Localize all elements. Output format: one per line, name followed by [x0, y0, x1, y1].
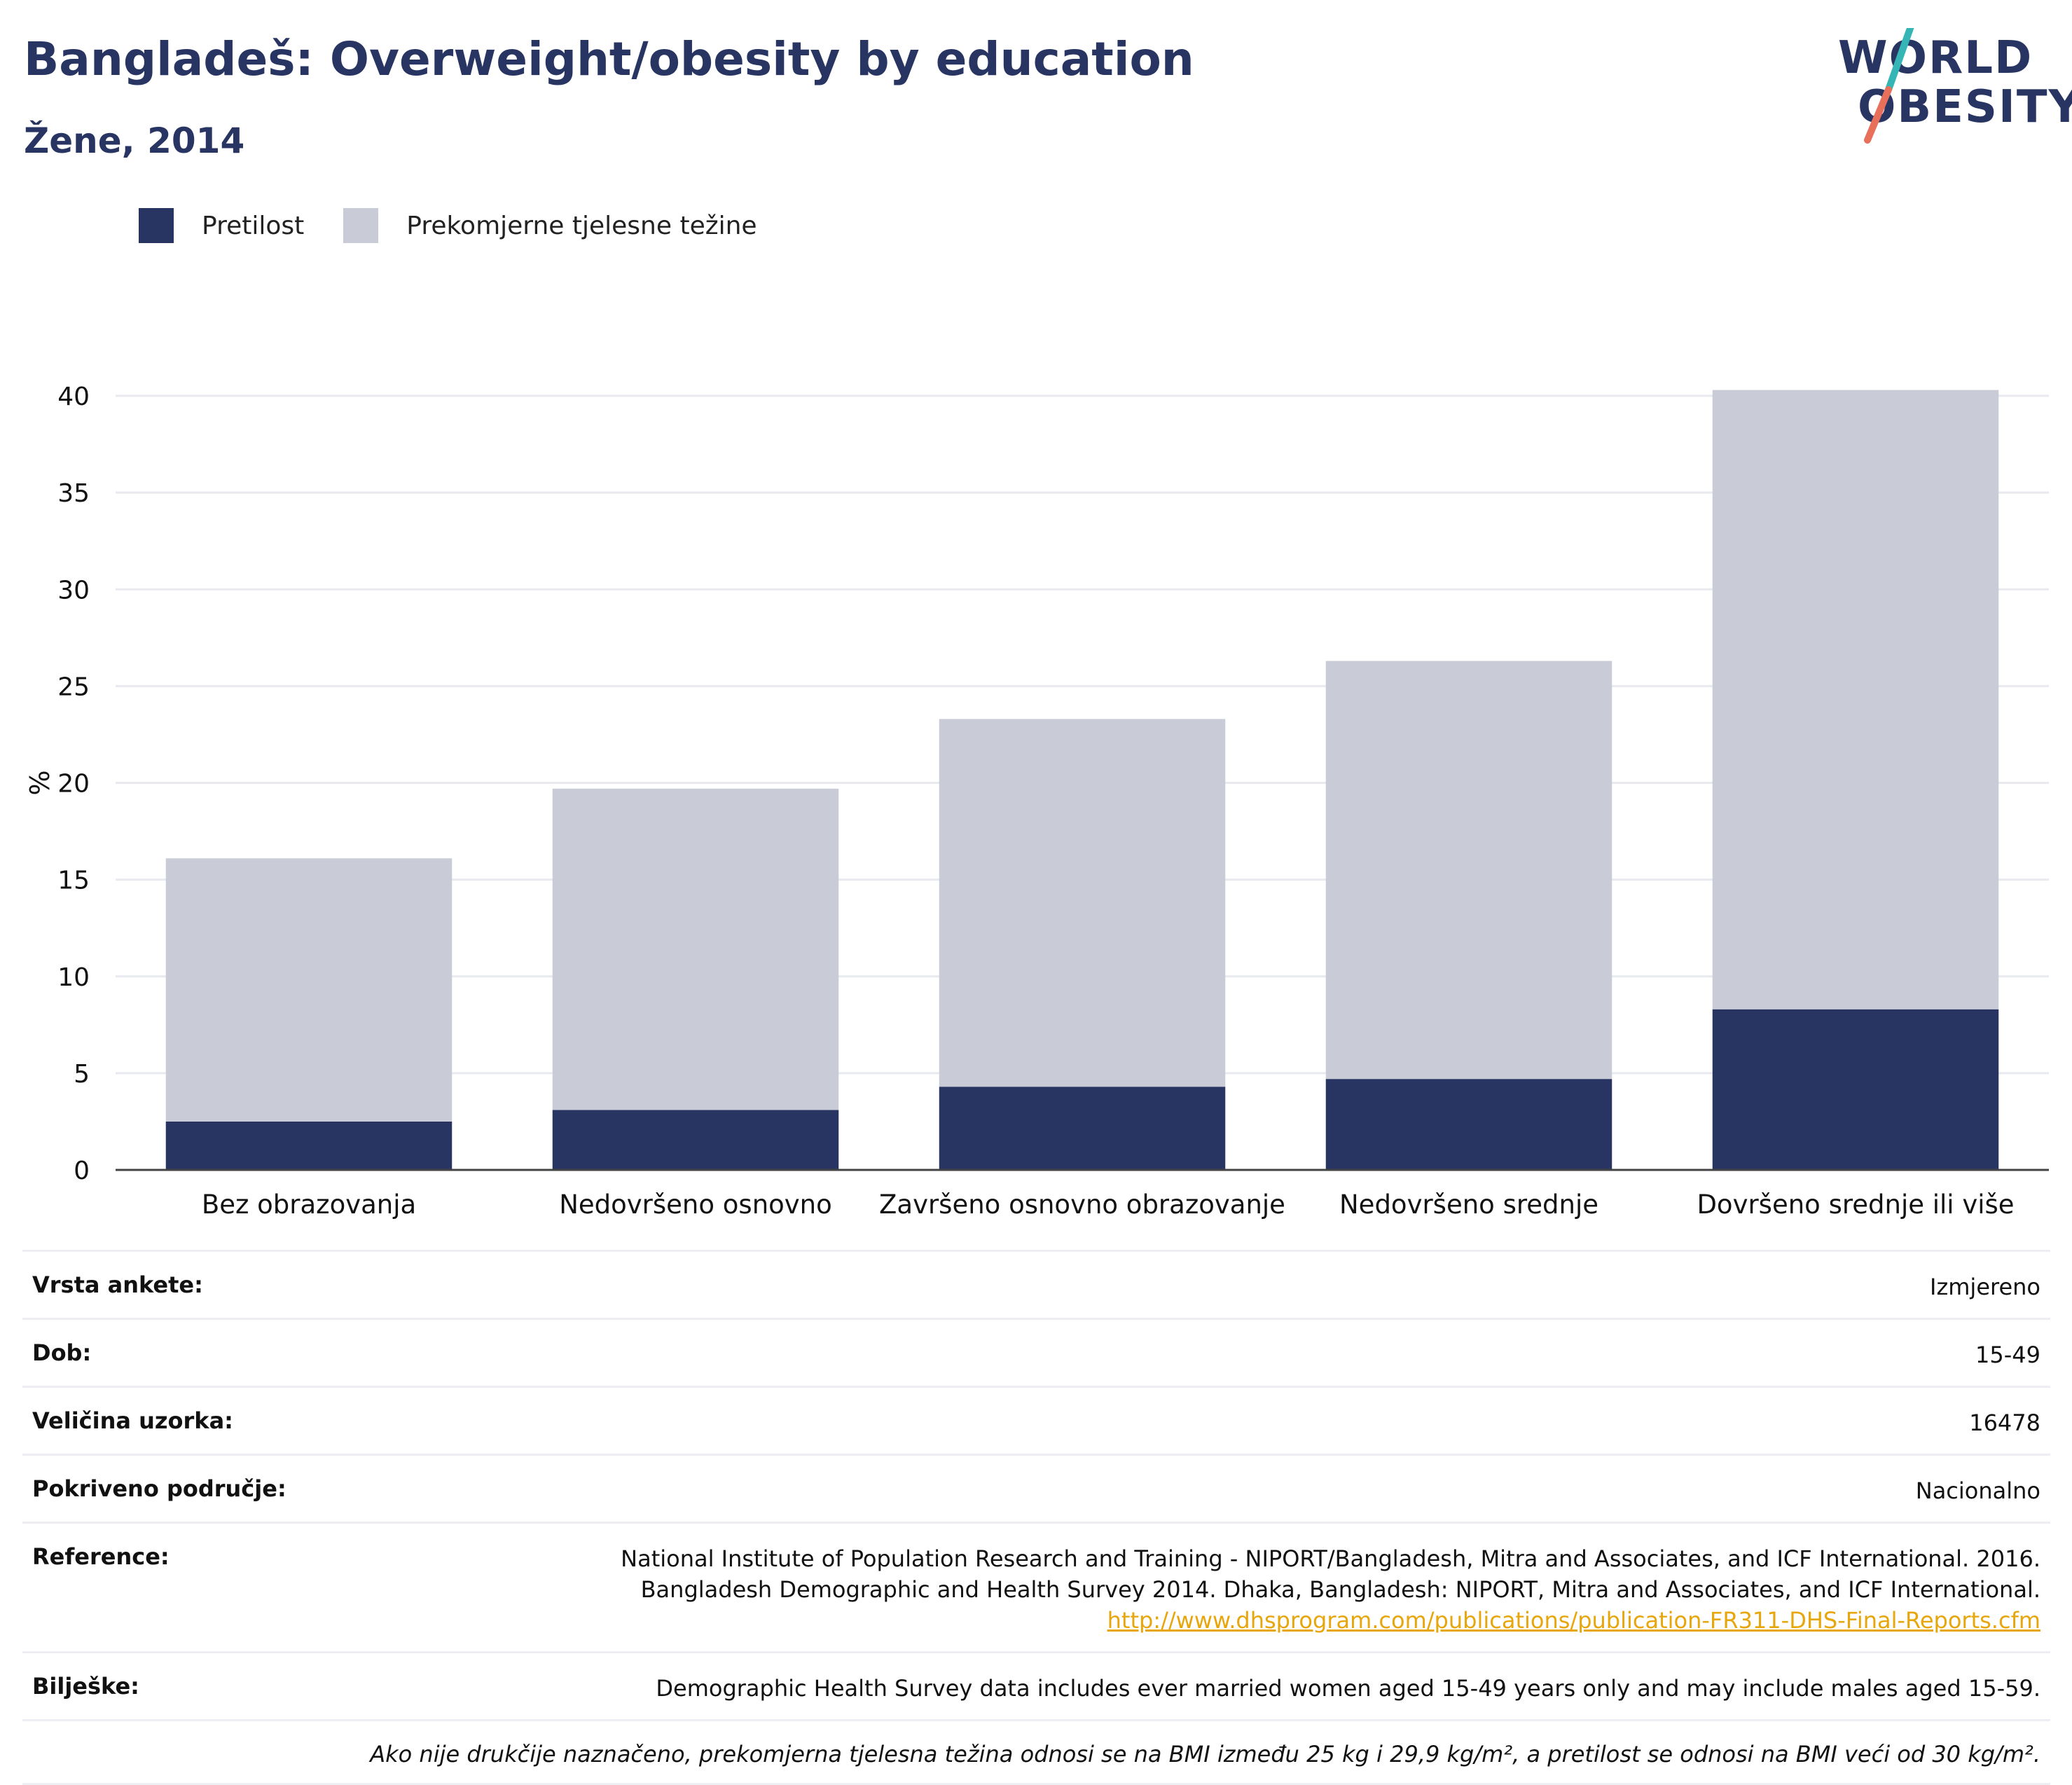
x-tick-label: Bez obrazovanja: [202, 1190, 416, 1220]
y-tick-label: 15: [57, 867, 90, 895]
y-tick-label: 10: [57, 963, 90, 992]
logo-line-1: WORLD: [1838, 32, 2033, 84]
legend-label-obesity[interactable]: Pretilost: [202, 211, 305, 240]
bar-overweight[interactable]: [939, 719, 1226, 1087]
bar-obesity[interactable]: [1325, 1079, 1612, 1170]
info-value: 16478: [1969, 1410, 2040, 1436]
chart-subtitle: Žene, 2014: [24, 120, 245, 161]
info-row-coverage: Pokriveno područje: Nacionalno: [22, 1454, 2050, 1522]
info-row-survey-type: Vrsta ankete: Izmjereno: [22, 1250, 2050, 1318]
bar-overweight[interactable]: [552, 788, 839, 1110]
info-row-age: Dob: 15-49: [22, 1318, 2050, 1386]
reference-link[interactable]: http://www.dhsprogram.com/publications/p…: [1107, 1607, 2040, 1634]
info-key: Bilješke:: [32, 1673, 139, 1700]
y-tick-label: 5: [74, 1060, 90, 1089]
x-tick-label: Nedovršeno srednje: [1339, 1190, 1598, 1220]
info-row-reference: Reference: National Institute of Populat…: [22, 1522, 2050, 1651]
logo-slash-icon: [1864, 28, 1914, 144]
y-tick-label: 35: [57, 479, 90, 508]
legend-swatch-overweight: [343, 208, 379, 243]
x-tick-label: Završeno osnovno obrazovanje: [879, 1190, 1285, 1220]
info-row-footnote: Ako nije drukčije naznačeno, prekomjerna…: [22, 1719, 2050, 1785]
info-key: Dob:: [32, 1339, 92, 1366]
info-row-notes: Bilješke: Demographic Health Survey data…: [22, 1651, 2050, 1719]
chart-legend: Pretilost Prekomjerne tjelesne težine: [139, 207, 796, 244]
world-obesity-logo[interactable]: WORLD OBESITY: [1821, 28, 2072, 147]
info-key: Vrsta ankete:: [32, 1271, 203, 1298]
info-key: Reference:: [32, 1543, 170, 1570]
y-tick-label: 0: [74, 1157, 90, 1185]
reference-line-2: Bangladesh Demographic and Health Survey…: [640, 1576, 2040, 1603]
bar-chart: 0 5 10 15 20 25 30 35 40% Bez obrazovanja Nedovrše…: [25, 382, 2049, 1220]
y-tick-label: 20: [57, 770, 90, 799]
info-value: National Institute of Population Researc…: [621, 1543, 2040, 1636]
bar-overweight[interactable]: [165, 858, 453, 1122]
logo-line-2: OBESITY: [1858, 81, 2072, 133]
footnote: Ako nije drukčije naznačeno, prekomjerna…: [370, 1741, 2040, 1767]
info-value: Izmjereno: [1930, 1274, 2040, 1300]
info-value: 15-49: [1975, 1342, 2040, 1368]
survey-info-table: Vrsta ankete: Izmjereno Dob: 15-49 Velič…: [22, 1250, 2050, 1785]
info-value: Nacionalno: [1915, 1477, 2040, 1504]
y-tick-label: 25: [57, 673, 90, 701]
y-tick-label: 30: [57, 576, 90, 605]
y-tick-label: 40: [57, 382, 90, 411]
bar-overweight[interactable]: [1325, 661, 1612, 1080]
legend-swatch-obesity: [139, 208, 174, 243]
bar-obesity[interactable]: [552, 1110, 839, 1170]
chart-title: Bangladeš: Overweight/obesity by educati…: [24, 32, 1194, 86]
info-key: Veličina uzorka:: [32, 1407, 233, 1434]
reference-line-1: National Institute of Population Researc…: [621, 1545, 2040, 1572]
y-axis-label: %: [25, 770, 55, 795]
bar-obesity[interactable]: [939, 1087, 1226, 1170]
bar-obesity[interactable]: [165, 1121, 453, 1170]
x-tick-label: Dovršeno srednje ili više: [1697, 1190, 2014, 1220]
info-key: Pokriveno područje:: [32, 1475, 286, 1502]
info-value: Demographic Health Survey data includes …: [656, 1675, 2040, 1702]
x-tick-label: Nedovršeno osnovno: [559, 1190, 832, 1220]
legend-label-overweight[interactable]: Prekomjerne tjelesne težine: [406, 211, 757, 240]
bar-obesity[interactable]: [1712, 1009, 1999, 1170]
bar-overweight[interactable]: [1712, 390, 1999, 1009]
info-row-sample-size: Veličina uzorka: 16478: [22, 1386, 2050, 1454]
